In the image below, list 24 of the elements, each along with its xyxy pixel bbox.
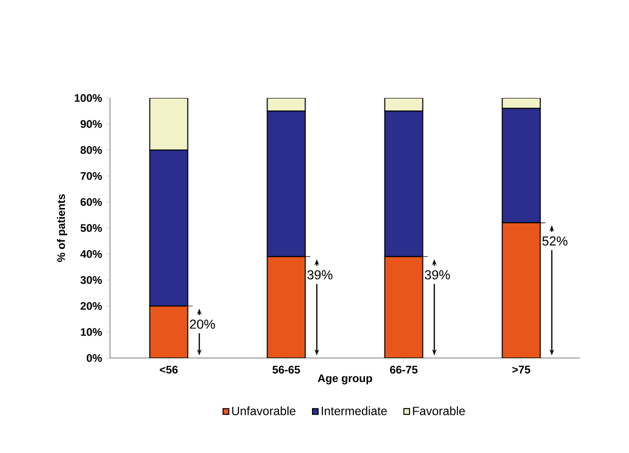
data-label: 39% [307, 270, 332, 280]
y-tick-label: 30% [80, 276, 102, 284]
y-axis-title: % of patients [56, 194, 68, 262]
y-tick-label: 50% [80, 224, 102, 232]
y-tick-label: 100% [74, 94, 102, 102]
y-tick-label: 80% [80, 146, 102, 154]
x-axis-title: Age group [318, 374, 372, 384]
data-label: 52% [542, 236, 568, 246]
y-tick-label: 60% [80, 198, 102, 206]
x-tick-label: >75 [512, 366, 530, 374]
data-label: 20% [190, 320, 215, 329]
data-label: 39% [424, 270, 450, 280]
y-tick-label: 40% [80, 250, 102, 258]
x-tick-label: 66-75 [390, 366, 418, 374]
legend-label: Unfavorable [232, 406, 296, 416]
y-tick-label: 20% [80, 302, 102, 310]
legend-label: Intermediate [322, 406, 387, 416]
y-tick-label: 70% [80, 172, 102, 180]
x-tick-label: 56-65 [272, 366, 300, 374]
y-tick-label: 90% [80, 120, 102, 128]
y-tick-label: 10% [80, 328, 102, 336]
y-tick-label: 0% [86, 354, 102, 362]
x-tick-label: <56 [160, 366, 178, 374]
legend-label: Favorable [413, 406, 465, 416]
